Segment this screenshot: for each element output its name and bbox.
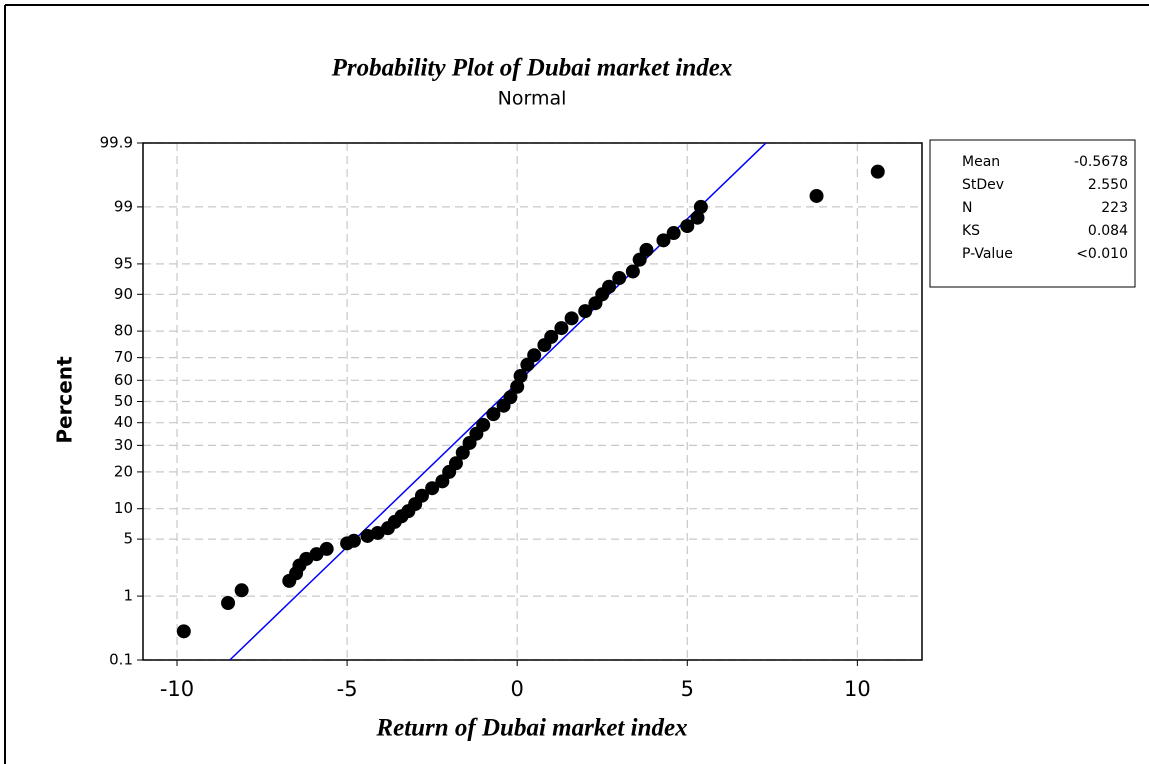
y-tick-label: 99 <box>114 197 133 215</box>
y-tick-label: 0.1 <box>109 651 133 669</box>
stat-name: KS <box>962 223 980 239</box>
stats-table: Mean -0.5678 StDev 2.550 N 223 KS 0.084 P-Value <… <box>962 154 1128 262</box>
y-tick-label: 70 <box>114 348 133 366</box>
data-point <box>221 596 236 611</box>
data-point <box>414 488 429 503</box>
data-point <box>680 219 695 234</box>
stat-value: 2.550 <box>1088 177 1128 193</box>
data-point <box>513 368 528 383</box>
y-tick-label: 95 <box>114 254 133 272</box>
x-tick-label: -10 <box>160 677 194 701</box>
y-tick-label: 40 <box>114 413 133 431</box>
data-point <box>564 311 579 326</box>
data-point <box>690 210 705 225</box>
y-tick-label: 10 <box>114 499 133 517</box>
y-tick-label: 30 <box>114 436 133 454</box>
data-point <box>527 348 542 363</box>
data-point <box>693 199 708 214</box>
data-point <box>510 379 525 394</box>
data-point <box>656 233 671 248</box>
data-point <box>486 407 501 422</box>
data-point <box>476 417 491 432</box>
y-tick-label: 1 <box>123 587 133 605</box>
x-axis-label: Return of Dubai market index <box>375 715 687 742</box>
stat-name: StDev <box>962 177 1004 193</box>
data-point <box>346 533 361 548</box>
x-tick-label: 10 <box>844 677 871 701</box>
data-point <box>455 445 470 460</box>
data-point <box>503 390 518 405</box>
data-point <box>176 624 191 639</box>
data-point <box>554 321 569 336</box>
chart-subtitle: Normal <box>498 88 567 110</box>
plot-area: 0.1 1 5 10 20 30 40 50 60 70 80 90 95 99 99.9 -10 -5 0 5 10 <box>100 134 923 701</box>
data-point <box>870 164 885 179</box>
stat-value: 0.084 <box>1088 223 1128 239</box>
stat-name: N <box>962 200 972 216</box>
data-point <box>448 456 463 471</box>
data-point <box>425 481 440 496</box>
stat-value: <0.010 <box>1076 246 1128 262</box>
data-point <box>578 304 593 319</box>
chart-title: Probability Plot of Dubai market index <box>331 55 733 82</box>
data-point <box>809 188 824 203</box>
data-point <box>544 329 559 344</box>
y-tick-label: 99.9 <box>100 134 133 152</box>
stat-name: P-Value <box>962 246 1013 262</box>
y-tick-label: 50 <box>114 392 133 410</box>
x-tick-label: -5 <box>337 677 358 701</box>
plot-frame <box>142 142 923 661</box>
data-point <box>632 252 647 267</box>
x-tick-label: 0 <box>511 677 524 701</box>
y-tick-label: 80 <box>114 322 133 340</box>
y-axis-label: Percent <box>53 356 77 444</box>
stat-name: Mean <box>962 154 1000 170</box>
y-tick-label: 60 <box>114 371 133 389</box>
stats-box <box>929 139 1136 288</box>
data-point <box>625 264 640 279</box>
stat-value: 223 <box>1101 200 1128 216</box>
data-point <box>666 226 681 241</box>
data-point <box>319 541 334 556</box>
data-point <box>612 271 627 286</box>
y-tick-label: 5 <box>123 530 133 548</box>
data-point <box>234 583 249 598</box>
y-tick-label: 90 <box>114 285 133 303</box>
y-tick-label: 20 <box>114 462 133 480</box>
stat-value: -0.5678 <box>1074 154 1128 170</box>
data-point <box>602 279 617 294</box>
x-tick-label: 5 <box>681 677 694 701</box>
data-point <box>639 242 654 257</box>
